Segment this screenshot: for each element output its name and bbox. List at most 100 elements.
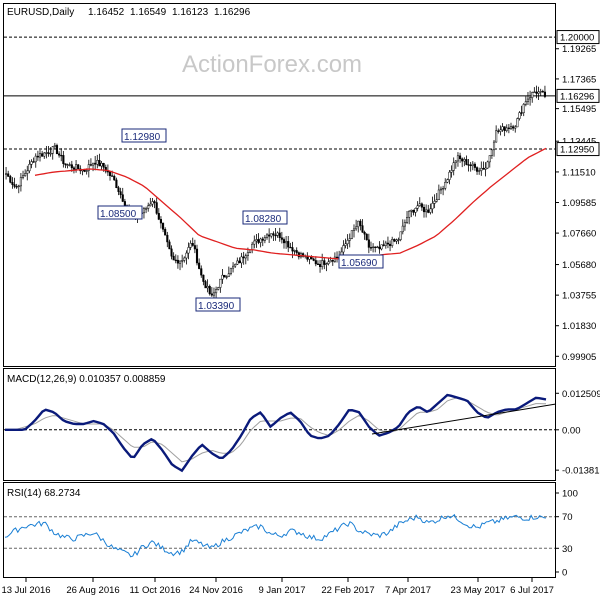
candle-body [543,91,546,97]
level-price-label: 1.20000 [560,33,594,44]
candle-body [121,194,124,202]
candle-body [410,209,413,212]
candle-body [265,234,269,238]
candle-body [442,188,445,190]
candle-body [106,171,109,173]
candle-body [378,246,381,250]
y-tick-label: 1.05680 [562,260,596,271]
candle-body [297,252,300,258]
candle-body [181,260,184,262]
candle-body [251,243,254,250]
candle-body [208,286,211,295]
rsi-tick-label: 0 [562,568,567,579]
candle-body [17,185,20,187]
candle-body [47,152,50,154]
candle-body [89,164,92,166]
candle-body [316,263,319,265]
candle-body [405,216,409,223]
candle-body [446,179,449,183]
x-tick-label: 24 Nov 2016 [189,585,243,596]
price-panel [3,3,556,367]
candle-body [520,112,523,114]
candle-body [168,241,171,250]
candle-body [482,167,485,170]
candle-body [365,233,368,241]
candle-body [526,98,530,102]
candle-body [255,239,258,242]
candle-body [5,173,8,175]
candle-body [403,222,406,227]
candle-body [512,126,515,129]
candle-body [274,234,277,237]
candle-body [325,263,328,265]
candle-body [104,167,107,172]
candle-body [499,129,502,132]
candle-body [170,248,173,257]
candle-body [471,163,474,167]
candle-body [467,164,470,166]
candle-body [484,167,487,170]
level-price-label: 1.16296 [560,91,594,102]
candle-body [191,243,194,246]
candle-body [376,246,379,249]
candle-body [94,162,97,165]
x-tick-label: 9 Jan 2017 [258,585,305,596]
candle-body [236,260,239,265]
candle-body [229,267,232,274]
candle-body [270,233,273,237]
level-price-box [556,142,600,157]
annotation-label: 1.03390 [198,301,235,312]
candle-body [178,260,182,264]
candle-body [157,213,160,220]
candle-body [30,161,33,165]
level-price-box [556,30,600,45]
candle-body [9,176,12,183]
macd-tick-label: -0.013813 [562,466,600,477]
watermark: ActionForex.com [182,51,362,78]
candle-body [452,162,455,171]
candle-body [537,91,540,94]
candle-body [183,257,186,261]
candle-body [123,201,126,206]
candle-body [278,232,281,238]
rsi-line [4,513,547,558]
candle-body [352,228,356,231]
candle-body [164,229,167,236]
candle-body [539,91,542,93]
y-tick-label: 1.11510 [562,167,596,178]
candle-body [416,205,419,209]
candle-body [145,208,148,210]
x-tick-label: 22 Feb 2017 [321,585,374,596]
candle-body [174,259,177,262]
candle-body [198,262,201,269]
candle-body [359,220,362,226]
candle-body [425,209,428,213]
y-tick-label: 1.09585 [562,198,596,209]
candle-body [492,141,496,151]
candle-body [51,146,54,154]
candle-body [361,225,364,233]
candle-body [291,247,294,252]
candle-body [193,245,196,250]
candle-body [282,239,286,244]
candle-body [159,219,162,224]
candle-body [435,199,438,202]
candle-body [223,274,226,278]
candle-body [399,231,402,240]
macd-panel [3,368,556,481]
candle-body [172,255,175,261]
candle-body [431,203,434,210]
candle-body [329,260,332,263]
candle-body [19,177,22,187]
rsi-tick-label: 30 [562,544,573,555]
candle-body [28,163,31,172]
rsi-tick-label: 70 [562,512,573,523]
annotation-label: 1.08280 [245,214,282,225]
candle-body [176,259,179,264]
candle-body [357,220,360,228]
candle-body [53,145,56,147]
annotation-box [338,254,384,269]
candle-body [102,163,105,168]
candle-body [314,260,317,265]
candle-body [323,260,326,265]
